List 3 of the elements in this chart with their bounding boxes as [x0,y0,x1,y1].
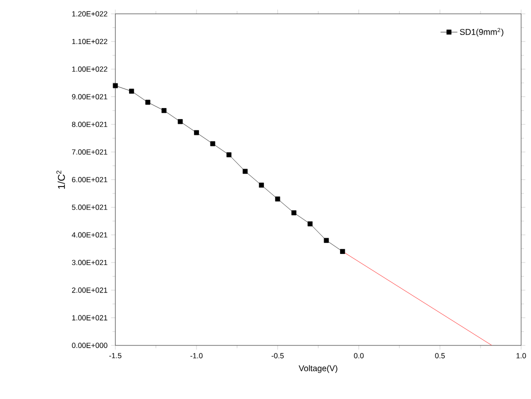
legend-label: SD1(9mm$^{2}$) [460,28,504,37]
x-axis-title: Voltage(V) [298,365,338,373]
y-axis-title: 1/C$^{2}$ [56,170,65,189]
